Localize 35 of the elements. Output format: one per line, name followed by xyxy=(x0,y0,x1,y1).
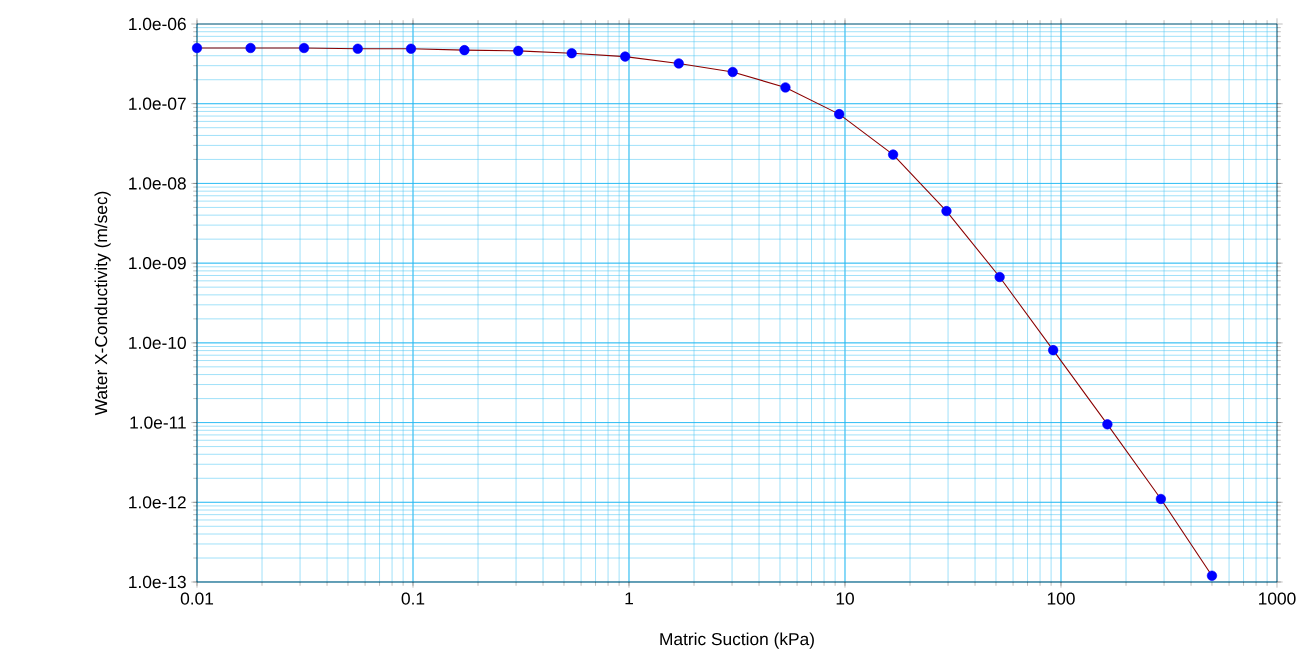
point xyxy=(191,42,203,54)
point xyxy=(727,66,738,78)
point xyxy=(298,42,310,54)
y-tick-label: 1.0e-11 xyxy=(130,416,186,429)
y-tick-label: 1.0e-08 xyxy=(129,177,186,190)
y-axis-title: Water X-Conductivity (m/sec) xyxy=(94,191,111,416)
point xyxy=(888,149,899,160)
x-tick-label: 1 xyxy=(625,592,633,605)
point xyxy=(834,109,845,120)
point xyxy=(1155,493,1166,505)
y-tick-label: 1.0e-12 xyxy=(129,496,186,509)
point xyxy=(459,45,470,56)
y-tick-label: 1.0e-10 xyxy=(129,336,186,349)
y-tick-label: 1.0e-06 xyxy=(129,17,186,31)
point xyxy=(780,82,791,93)
x-tick-label: 0.01 xyxy=(180,592,214,605)
point xyxy=(994,271,1005,283)
point xyxy=(405,43,417,54)
point xyxy=(1048,345,1059,356)
point xyxy=(673,58,684,69)
x-tick-label: 10 xyxy=(836,592,854,605)
y-tick-label: 1.0e-13 xyxy=(129,575,186,589)
point xyxy=(513,45,524,56)
point xyxy=(1102,419,1113,430)
x-tick-label: 100 xyxy=(1047,592,1075,605)
x-tick-label: 1000 xyxy=(1259,592,1296,605)
x-tick-label: 0.1 xyxy=(401,592,425,605)
point xyxy=(566,48,577,59)
x-axis-title: Matric Suction (kPa) xyxy=(660,632,814,649)
point xyxy=(352,43,363,54)
point xyxy=(245,42,256,54)
y-tick-label: 1.0e-07 xyxy=(129,97,186,110)
y-tick-label: 1.0e-09 xyxy=(129,257,186,270)
point xyxy=(620,51,631,62)
point xyxy=(941,206,952,217)
